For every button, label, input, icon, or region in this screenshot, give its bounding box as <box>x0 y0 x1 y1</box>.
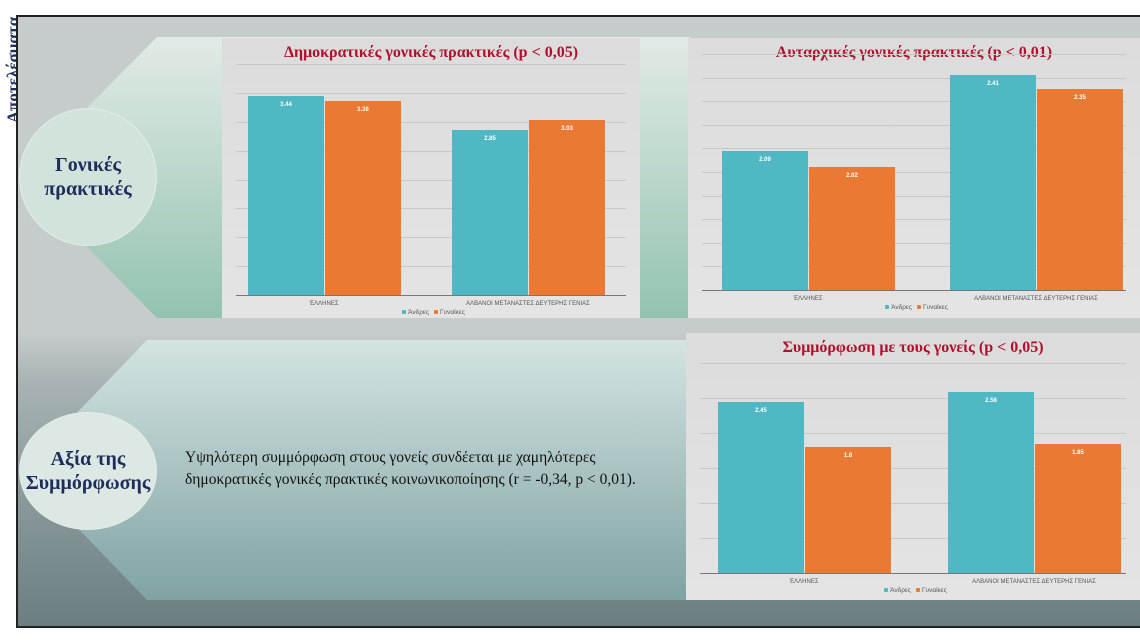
gridline <box>702 148 1126 150</box>
gridline <box>700 398 1126 399</box>
legend-label: Άνδρες <box>408 309 429 316</box>
gridline <box>236 92 626 94</box>
category-label: ΑΛΒΑΝΟΙ ΜΕΤΑΝΑΣΤΕΣ ΔΕΥΤΕΡΗΣ ΓΕΝΙΑΣ <box>466 301 590 307</box>
finding-text: Υψηλότερη συμμόρφωση στους γονείς συνδέε… <box>185 449 636 488</box>
legend: Άνδρες Γυναίκες <box>222 309 640 316</box>
bar-women <box>529 120 605 295</box>
chart-title: Δημοκρατικές γονικές πρακτικές (p < 0,05… <box>283 44 579 61</box>
legend-swatch <box>915 588 920 592</box>
bar-women <box>1037 89 1123 290</box>
category-label: ΑΛΒΑΝΟΙ ΜΕΤΑΝΑΣΤΕΣ ΔΕΥΤΕΡΗΣ ΓΕΝΙΑΣ <box>974 296 1098 302</box>
data-label: 3.44 <box>280 102 292 109</box>
data-label: 2.09 <box>759 156 771 163</box>
gridline <box>700 538 1126 539</box>
bar-women <box>1035 443 1121 573</box>
section-circle-parental-practices: Γονικές πρακτικές <box>19 108 157 246</box>
data-label: 1.8 <box>843 453 853 459</box>
legend-label: Γυναίκες <box>921 587 947 594</box>
gridline <box>702 195 1126 197</box>
legend-swatch <box>402 310 407 314</box>
category-label: ΈΛΛΗΝΕΣ <box>309 301 339 307</box>
legend-label: Άνδρες <box>891 304 912 311</box>
x-axis <box>702 290 1126 291</box>
gridline <box>702 54 1126 55</box>
bar-women <box>325 100 401 295</box>
x-axis <box>700 573 1126 574</box>
legend-swatch <box>433 310 438 314</box>
chart-authoritarian-practices: Αυταρχικές γονικές πρακτικές (p < 0,01) 2… <box>688 38 1140 318</box>
legend-label: Άνδρες <box>890 587 911 594</box>
legend: Άνδρες Γυναίκες <box>688 304 1140 311</box>
gridline <box>236 266 626 268</box>
bar-women <box>805 447 891 573</box>
gridline <box>700 503 1126 504</box>
gridline <box>236 150 626 152</box>
bar-men <box>718 401 804 573</box>
legend-swatch <box>884 588 889 592</box>
data-label: 2.85 <box>484 136 496 143</box>
gridline <box>702 124 1126 126</box>
data-label: 1.85 <box>1072 449 1084 456</box>
gridline <box>236 208 626 210</box>
category-label: ΑΛΒΑΝΟΙ ΜΕΤΑΝΑΣΤΕΣ ΔΕΥΤΕΡΗΣ ΓΕΝΙΑΣ <box>972 579 1096 585</box>
data-label: 2.35 <box>1074 95 1086 102</box>
gridline <box>236 237 626 239</box>
legend: Άνδρες Γυναίκες <box>686 587 1140 594</box>
chart-conformity: Συμμόρφωση με τους γονείς (p < 0,05) 2.45… <box>686 333 1140 600</box>
gridline <box>700 363 1126 364</box>
gridline <box>702 266 1126 268</box>
gridline <box>702 219 1126 221</box>
bar-women <box>809 167 895 290</box>
data-label: 2.45 <box>755 407 767 414</box>
bar-men <box>248 96 324 295</box>
legend-swatch <box>885 305 890 309</box>
gridline <box>236 121 626 123</box>
bar-men <box>950 75 1036 290</box>
data-label: 3.03 <box>561 126 573 133</box>
category-label: ΈΛΛΗΝΕΣ <box>789 579 819 585</box>
gridline <box>236 179 626 181</box>
legend-label: Γυναίκες <box>922 304 948 311</box>
category-label: ΈΛΛΗΝΕΣ <box>793 296 823 302</box>
bar-men <box>452 130 528 295</box>
data-label: 2.41 <box>987 81 999 88</box>
data-label: 2.58 <box>985 398 997 405</box>
section-circle-conformity: Αξία της Συμμόρφωσης <box>19 412 157 530</box>
chart-democratic-practices: Δημοκρατικές γονικές πρακτικές (p < 0,05… <box>222 38 640 318</box>
bar-men <box>948 392 1034 573</box>
data-label: 2.02 <box>846 173 858 180</box>
gridline <box>702 172 1126 173</box>
gridline <box>700 468 1126 469</box>
gridline <box>702 77 1126 79</box>
chart-title: Συμμόρφωση με τους γονείς (p < 0,05) <box>782 339 1044 356</box>
gridline <box>700 433 1126 434</box>
chart-title: Αυταρχικές γονικές πρακτικές (p < 0,01) <box>775 44 1053 61</box>
x-axis <box>236 295 626 296</box>
data-label: 3.36 <box>357 106 369 113</box>
gridline <box>702 242 1126 244</box>
gridline <box>702 101 1126 103</box>
bar-men <box>722 150 808 290</box>
legend-swatch <box>916 305 921 309</box>
legend-label: Γυναίκες <box>439 309 465 316</box>
gridline <box>236 64 626 65</box>
